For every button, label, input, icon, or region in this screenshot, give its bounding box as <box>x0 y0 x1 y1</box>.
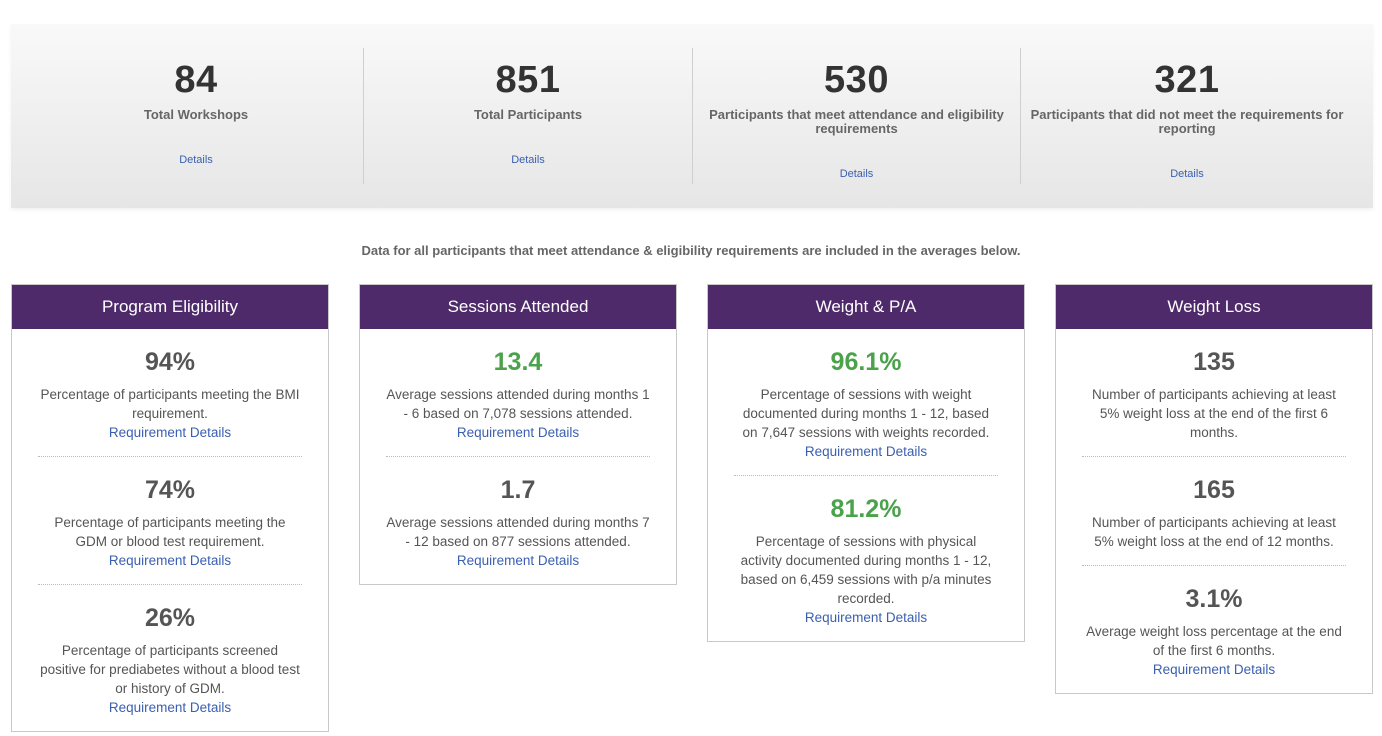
metric-value: 94% <box>144 348 196 376</box>
metric-description: Average sessions attended during months … <box>386 515 650 549</box>
eligible-participants-details-link[interactable]: Details <box>839 168 874 180</box>
total-participants-details-link[interactable]: Details <box>511 154 545 166</box>
stat-value: 851 <box>495 59 561 101</box>
ineligible-participants-details-link[interactable]: Details <box>1170 168 1204 180</box>
requirement-details-link[interactable]: Requirement Details <box>108 553 232 568</box>
metric-weight-loss-12-months: 165 Number of participants achieving at … <box>1082 456 1346 565</box>
metric-bmi: 94% Percentage of participants meeting t… <box>38 329 302 456</box>
requirement-details-link[interactable]: Requirement Details <box>456 553 580 568</box>
metric-weight-documented: 96.1% Percentage of sessions with weight… <box>734 329 998 475</box>
requirement-details-link[interactable]: Requirement Details <box>456 425 580 440</box>
metric-gdm: 74% Percentage of participants meeting t… <box>38 456 302 584</box>
stat-value: 530 <box>824 59 889 101</box>
card-weight-loss: Weight Loss 135 Number of participants a… <box>1055 284 1373 694</box>
averages-note: Data for all participants that meet atte… <box>361 243 1021 258</box>
metric-description: Percentage of sessions with weight docum… <box>742 387 990 440</box>
total-workshops-details-link[interactable]: Details <box>179 154 213 166</box>
card-program-eligibility: Program Eligibility 94% Percentage of pa… <box>11 284 329 732</box>
metric-average-weight-loss: 3.1% Average weight loss percentage at t… <box>1082 565 1346 693</box>
stat-ineligible-participants: 321 Participants that did not meet the r… <box>1020 48 1353 184</box>
metric-description: Percentage of participants meeting the B… <box>40 387 300 421</box>
metric-description: Number of participants achieving at leas… <box>1092 515 1336 549</box>
requirement-details-link[interactable]: Requirement Details <box>108 425 232 440</box>
metric-description: Average sessions attended during months … <box>386 387 650 421</box>
stat-value: 84 <box>174 59 218 101</box>
metric-description: Average weight loss percentage at the en… <box>1086 624 1342 658</box>
metric-value: 74% <box>144 476 196 504</box>
stat-value: 321 <box>1154 59 1220 101</box>
metric-weight-loss-6-months: 135 Number of participants achieving at … <box>1082 329 1346 456</box>
stat-eligible-participants: 530 Participants that meet attendance an… <box>692 48 1020 184</box>
metric-prediabetes: 26% Percentage of participants screened … <box>38 584 302 731</box>
stat-total-workshops: 84 Total Workshops Details <box>29 48 363 184</box>
metric-value: 96.1% <box>830 348 902 376</box>
metric-value: 13.4 <box>493 348 543 376</box>
card-title: Program Eligibility <box>12 285 328 329</box>
card-title: Weight & P/A <box>708 285 1024 329</box>
metric-value: 26% <box>144 604 196 632</box>
summary-stats-bar: 84 Total Workshops Details 851 Total Par… <box>11 24 1373 208</box>
metric-sessions-1-6: 13.4 Average sessions attended during mo… <box>386 329 650 456</box>
stat-label: Participants that did not meet the requi… <box>1030 107 1344 136</box>
metric-sessions-7-12: 1.7 Average sessions attended during mon… <box>386 456 650 584</box>
metric-value: 135 <box>1193 348 1235 376</box>
metric-description: Number of participants achieving at leas… <box>1092 387 1336 440</box>
card-title: Weight Loss <box>1056 285 1372 329</box>
card-title: Sessions Attended <box>360 285 676 329</box>
metric-value: 1.7 <box>500 476 536 504</box>
stat-label: Total Workshops <box>143 107 249 122</box>
metric-description: Percentage of sessions with physical act… <box>740 534 992 606</box>
requirement-details-link[interactable]: Requirement Details <box>1152 662 1276 677</box>
metric-description: Percentage of participants meeting the G… <box>54 515 286 549</box>
metric-value: 3.1% <box>1185 585 1243 613</box>
metric-value: 165 <box>1193 476 1235 504</box>
card-sessions-attended: Sessions Attended 13.4 Average sessions … <box>359 284 677 585</box>
stat-total-participants: 851 Total Participants Details <box>363 48 692 184</box>
requirement-details-link[interactable]: Requirement Details <box>804 444 928 459</box>
requirement-details-link[interactable]: Requirement Details <box>108 700 232 715</box>
card-weight-pa: Weight & P/A 96.1% Percentage of session… <box>707 284 1025 642</box>
metric-activity-documented: 81.2% Percentage of sessions with physic… <box>734 475 998 641</box>
metric-value: 81.2% <box>830 495 902 523</box>
stat-label: Total Participants <box>473 107 583 122</box>
requirement-details-link[interactable]: Requirement Details <box>804 610 928 625</box>
metric-description: Percentage of participants screened posi… <box>40 643 300 696</box>
stat-label: Participants that meet attendance and el… <box>709 107 1004 136</box>
